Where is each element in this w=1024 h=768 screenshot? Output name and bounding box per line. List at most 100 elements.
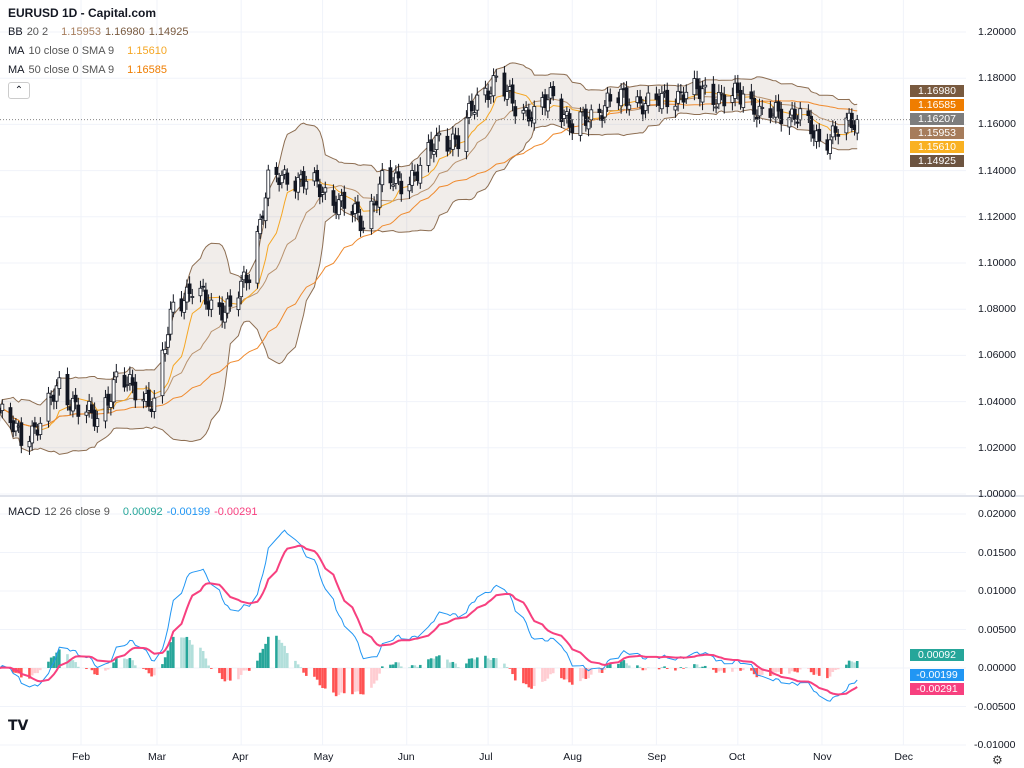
histogram-bar	[834, 668, 837, 671]
candle	[198, 280, 203, 303]
candle-body	[502, 72, 507, 97]
candle	[597, 103, 602, 121]
histogram-bar	[828, 668, 832, 677]
histogram-bar	[836, 668, 840, 670]
candle	[146, 382, 151, 412]
candle	[513, 99, 518, 124]
candle-body	[70, 397, 75, 412]
histogram-bar	[739, 668, 742, 671]
candle-body	[678, 91, 683, 94]
histogram-bar	[264, 643, 267, 668]
candle-body	[456, 135, 461, 150]
ma10-legend[interactable]: MA 10 close 0 SMA 9 1.15610	[8, 45, 171, 57]
histogram-bar	[606, 665, 609, 668]
histogram-bar	[467, 658, 471, 668]
macd-legend[interactable]: MACD 12 26 close 9 0.00092 -0.00199 -0.0029…	[8, 506, 262, 518]
candle-body	[510, 84, 515, 104]
candle	[247, 273, 252, 290]
candle-body	[469, 100, 474, 112]
histogram-bar	[600, 668, 604, 673]
histogram-bar	[826, 668, 829, 679]
candle-body	[247, 279, 252, 283]
candle-body	[524, 107, 529, 112]
gear-icon[interactable]: ⚙	[992, 753, 1003, 767]
candle-body	[643, 103, 648, 111]
candle	[89, 397, 94, 419]
histogram-bar	[150, 668, 153, 677]
candle-body	[380, 170, 385, 186]
candle-body	[602, 105, 607, 118]
candle-body	[103, 397, 108, 422]
histogram-bar	[465, 663, 468, 668]
histogram-bar	[261, 648, 265, 668]
histogram-bar	[204, 658, 208, 668]
histogram-bar	[581, 668, 585, 679]
candle	[475, 87, 480, 117]
collapse-legend-button[interactable]: ⌃	[8, 82, 30, 99]
candle-body	[304, 180, 309, 190]
histogram-bar	[410, 665, 414, 668]
histogram-bar	[448, 662, 452, 668]
candle	[559, 93, 564, 128]
histogram-bar	[142, 668, 145, 669]
candle	[643, 96, 648, 119]
candle-body	[722, 94, 727, 107]
histogram-bar	[598, 668, 601, 673]
ma50-legend[interactable]: MA 50 close 0 SMA 9 1.16585	[8, 64, 171, 76]
price-tick: 1.20000	[978, 26, 1016, 38]
candle	[0, 399, 5, 419]
candle-body	[559, 98, 564, 123]
candle	[8, 402, 13, 430]
histogram-bar	[508, 668, 512, 669]
macd-tick: 0.00500	[978, 623, 1016, 636]
candle-body	[222, 311, 227, 323]
histogram-bar	[446, 659, 449, 668]
histogram-bar	[90, 668, 94, 671]
histogram-bar	[562, 668, 566, 680]
histogram-bar	[275, 635, 278, 668]
bb-legend[interactable]: BB 20 2 1.15953 1.16980 1.14925	[8, 26, 192, 38]
candle	[396, 163, 401, 186]
candle	[38, 417, 43, 440]
histogram-bar	[750, 668, 753, 671]
candle	[695, 70, 700, 96]
histogram-bar	[334, 668, 338, 697]
candle	[274, 162, 279, 183]
tradingview-logo[interactable]: TV	[8, 718, 29, 734]
histogram-bar	[391, 664, 395, 668]
candle-body	[160, 349, 165, 397]
candle	[342, 185, 347, 216]
macd-histogram	[1, 635, 859, 697]
price-axis-label: 1.16980	[910, 85, 964, 97]
candle	[114, 363, 119, 383]
candle-body	[92, 409, 97, 427]
histogram-bar	[522, 668, 525, 684]
candle-body	[836, 134, 841, 137]
candle-body	[279, 174, 284, 184]
histogram-bar	[359, 668, 362, 695]
candle-body	[445, 135, 450, 152]
histogram-bar	[74, 662, 77, 668]
histogram-bar	[484, 655, 487, 668]
candle-body	[426, 142, 431, 166]
candle-body	[844, 117, 849, 134]
ma50-label: MA	[8, 64, 25, 76]
candle	[855, 114, 860, 141]
candle	[833, 121, 838, 141]
candle-body	[776, 101, 781, 112]
candle	[426, 134, 431, 173]
histogram-bar	[603, 668, 607, 670]
histogram-bar	[454, 663, 457, 668]
candle	[388, 159, 393, 190]
candle-body	[274, 166, 279, 175]
candle-body	[301, 171, 306, 187]
histogram-bar	[807, 668, 810, 669]
histogram-bar	[503, 663, 506, 668]
histogram-bar	[674, 668, 677, 671]
candle-body	[638, 96, 643, 104]
candle	[817, 123, 822, 148]
candle-body	[855, 119, 860, 134]
histogram-bar	[199, 647, 202, 668]
candle	[358, 208, 363, 237]
